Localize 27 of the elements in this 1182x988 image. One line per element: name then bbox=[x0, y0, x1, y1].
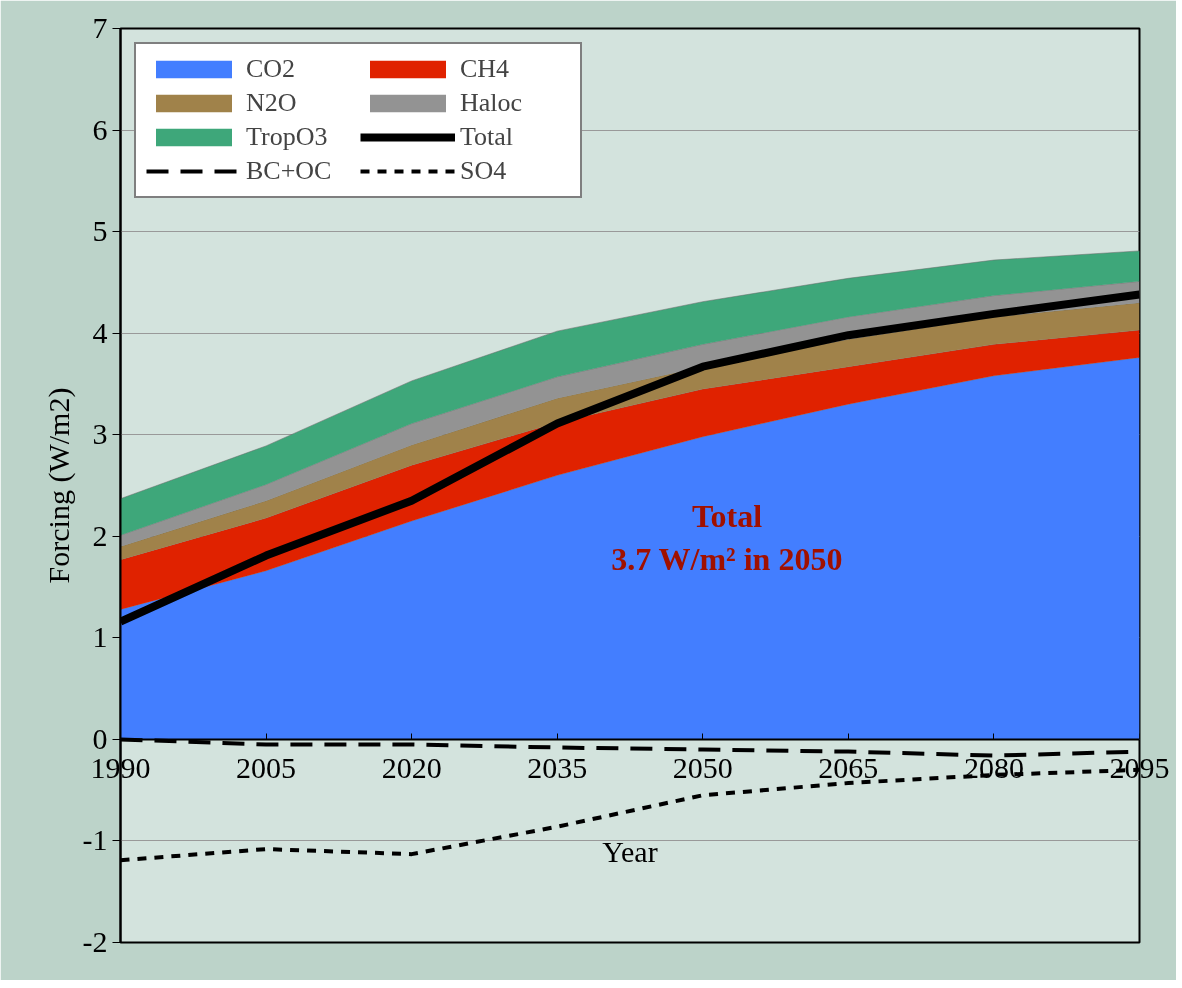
legend-label: CH4 bbox=[460, 54, 511, 84]
y-tick-label: 3 bbox=[92, 417, 108, 451]
legend-label: CO2 bbox=[246, 54, 297, 84]
y-tick-label: 2 bbox=[92, 518, 108, 552]
y-axis-title: Forcing (W/m2) bbox=[41, 387, 76, 584]
y-tick-label: 7 bbox=[92, 11, 108, 44]
annotation: Total bbox=[692, 497, 763, 534]
y-tick-label: 6 bbox=[92, 112, 108, 146]
x-tick-label: 2065 bbox=[818, 751, 879, 785]
legend-label: N2O bbox=[246, 88, 298, 118]
y-tick-label: 4 bbox=[92, 315, 108, 349]
legend-label: SO4 bbox=[460, 156, 508, 186]
y-tick-label: -1 bbox=[82, 823, 108, 857]
legend-label: BC+OC bbox=[246, 156, 333, 186]
legend-label: Total bbox=[460, 122, 515, 152]
x-tick-label: 2005 bbox=[236, 751, 297, 785]
x-tick-label: 2050 bbox=[672, 751, 733, 785]
x-axis-title: Year bbox=[602, 834, 658, 868]
y-tick-label: -2 bbox=[82, 925, 108, 958]
legend-label: TropO3 bbox=[246, 122, 329, 152]
y-tick-label: 0 bbox=[92, 721, 108, 755]
x-tick-label: 2020 bbox=[381, 751, 442, 785]
legend-label: Haloc bbox=[460, 88, 524, 118]
y-tick-label: 1 bbox=[92, 620, 108, 654]
annotation: 3.7 W/m² in 2050 bbox=[611, 540, 843, 577]
x-tick-label: 2035 bbox=[527, 751, 588, 785]
y-tick-label: 5 bbox=[92, 214, 108, 248]
